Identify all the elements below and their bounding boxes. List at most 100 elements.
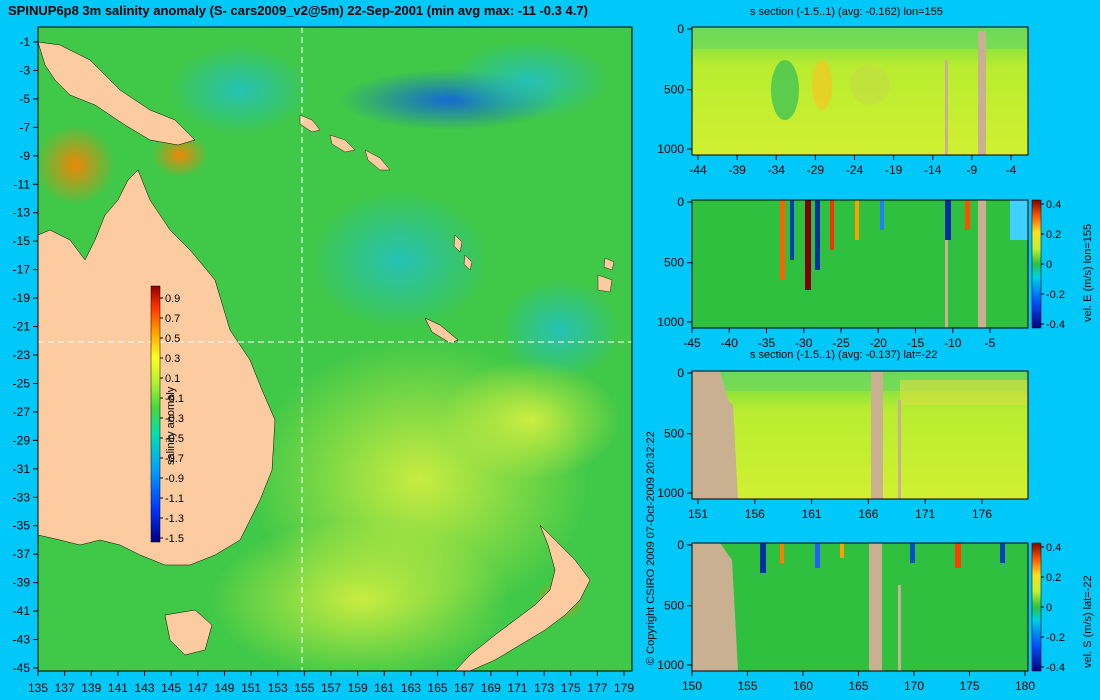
panel-y-tick-label: 0 xyxy=(677,366,684,380)
panel-colorbar-tick-label: 0.4 xyxy=(1046,199,1061,211)
panel-x-tick-label: -24 xyxy=(846,163,864,177)
panel-x-tick-label: 150 xyxy=(682,679,702,693)
colorbar-tick-label: 0.9 xyxy=(165,293,180,305)
panel-y-tick-label: 1000 xyxy=(657,486,684,500)
panel-y-tick-label: 0 xyxy=(677,22,684,36)
colorbar-tick-label: -0.3 xyxy=(165,413,184,425)
lon-tick-label: 169 xyxy=(481,681,501,695)
lat-tick-label: -25 xyxy=(13,376,31,390)
panel-3-title: s section (-1.5..1) (avg: -0.137) lat=-2… xyxy=(750,349,938,361)
panel-colorbar-tick-label: -0.4 xyxy=(1046,662,1065,674)
panel-vel-south-lat xyxy=(691,542,1029,672)
panel-y-tick-label: 0 xyxy=(677,195,684,209)
panel-salinity-lat xyxy=(691,370,1029,500)
colorbar-tick-label: -0.7 xyxy=(165,453,184,465)
panel-x-tick-label: 166 xyxy=(858,507,878,521)
panel-colorbar-tick-label: 0 xyxy=(1046,602,1052,614)
land-mask xyxy=(978,31,986,155)
lon-tick-label: 141 xyxy=(108,681,128,695)
lon-tick-label: 175 xyxy=(561,681,581,695)
map-lat-axis: -1 -3 -5 -7 -9 -11 -13 -15 -17 -19 -21 -23 -25 -27 -29… xyxy=(13,35,38,675)
panel-colorbar-tick-label: -0.4 xyxy=(1046,319,1065,331)
panel-y-tick-label: 500 xyxy=(664,599,684,613)
lat-tick-label: -5 xyxy=(19,92,30,106)
colorbar-tick-label: -0.9 xyxy=(165,473,184,485)
lon-tick-label: 161 xyxy=(374,681,394,695)
panel-x-tick-label: -30 xyxy=(795,336,813,350)
panel-x-tick-label: 176 xyxy=(972,507,992,521)
panel-x-tick-label: -14 xyxy=(924,163,942,177)
panel-x-tick-label: -34 xyxy=(768,163,786,177)
panel-x-tick-label: -29 xyxy=(807,163,825,177)
panel-y-tick-label: 500 xyxy=(664,83,684,97)
lon-tick-label: 179 xyxy=(614,681,634,695)
colorbar-tick-label: 0.7 xyxy=(165,313,180,325)
panel-x-tick-label: 165 xyxy=(848,679,868,693)
panel-x-tick-label: 180 xyxy=(1015,679,1035,693)
lat-tick-label: -7 xyxy=(19,120,30,134)
panel-x-tick-label: -20 xyxy=(870,336,888,350)
lat-tick-label: -27 xyxy=(13,405,31,419)
lon-tick-label: 137 xyxy=(55,681,75,695)
lon-tick-label: 177 xyxy=(587,681,607,695)
panel-colorbar-tick-label: 0.2 xyxy=(1046,572,1061,584)
map-colorbar-ticks: 0.9 0.7 0.5 0.3 0.1 -0.1 -0.3 -0.5 -0.7 -0.9 -1.1 -… xyxy=(160,293,184,545)
solomon-island xyxy=(329,134,356,153)
lon-tick-label: 151 xyxy=(241,681,261,695)
lon-tick-label: 149 xyxy=(214,681,234,695)
panel-x-tick-label: -4 xyxy=(1006,163,1017,177)
panel-colorbar-tick-label: 0 xyxy=(1046,259,1052,271)
panel-x-tick-label: -10 xyxy=(944,336,962,350)
lon-tick-label: 135 xyxy=(28,681,48,695)
lon-tick-label: 171 xyxy=(507,681,527,695)
panel-x-tick-label: 161 xyxy=(802,507,822,521)
lat-tick-label: -31 xyxy=(13,462,31,476)
panel-x-tick-label: -15 xyxy=(907,336,925,350)
solomon-island xyxy=(364,149,391,171)
colorbar-tick-label: -1.1 xyxy=(165,493,184,505)
lat-tick-label: -15 xyxy=(13,234,31,248)
panel-x-tick-label: 175 xyxy=(959,679,979,693)
copyright-text: © Copyright CSIRO 2009 07-Oct-2009 20:32… xyxy=(645,431,657,665)
vanuatu-island xyxy=(463,254,473,271)
lon-tick-label: 159 xyxy=(348,681,368,695)
lon-tick-label: 165 xyxy=(428,681,448,695)
lat-tick-label: -11 xyxy=(14,177,31,191)
colorbar-tick-label: 0.1 xyxy=(165,373,180,385)
lat-tick-label: -21 xyxy=(13,320,31,334)
panel-x-tick-label: 155 xyxy=(737,679,757,693)
colorbar-tick-label: -1.5 xyxy=(165,533,184,545)
panel-x-tick-label: 171 xyxy=(915,507,935,521)
lat-tick-label: -3 xyxy=(19,63,30,77)
lon-tick-label: 145 xyxy=(161,681,181,695)
panel-y-tick-label: 500 xyxy=(664,427,684,441)
lat-tick-label: -41 xyxy=(13,604,31,618)
lat-tick-label: -9 xyxy=(19,149,30,163)
lat-tick-label: -29 xyxy=(13,433,31,447)
panel-x-tick-label: -39 xyxy=(728,163,746,177)
panel-x-tick-label: 151 xyxy=(688,507,708,521)
panel-x-tick-label: -40 xyxy=(721,336,739,350)
map-title: SPINUP6p8 3m salinity anomaly (S- cars20… xyxy=(8,3,588,18)
vel-south-colorbar xyxy=(1031,542,1042,672)
panel-y-tick-label: 500 xyxy=(664,256,684,270)
colorbar-tick-label: 0.5 xyxy=(165,333,180,345)
panel-vel-east-lon xyxy=(691,199,1029,329)
panel-2-colorbar-label: vel. E (m/s) lon=155 xyxy=(1082,223,1094,322)
lat-tick-label: -37 xyxy=(13,547,31,561)
map-lon-axis: 135 137 139 141 143 145 147 149 151 153 155 157 159 1… xyxy=(28,671,634,695)
map-colorbar xyxy=(150,285,161,543)
panel-x-tick-label: -45 xyxy=(683,336,701,350)
tasmania-land xyxy=(164,609,213,656)
salinity-map xyxy=(35,26,633,680)
panel-salinity-lon xyxy=(691,26,1029,156)
panel-x-tick-label: -19 xyxy=(885,163,903,177)
panel-x-tick-label: -9 xyxy=(967,163,978,177)
panel-y-tick-label: 1000 xyxy=(657,315,684,329)
papua-new-guinea-land xyxy=(37,41,196,146)
lat-tick-label: -35 xyxy=(13,519,31,533)
lon-tick-label: 167 xyxy=(454,681,474,695)
panel-y-tick-label: 1000 xyxy=(657,142,684,156)
lat-tick-label: -23 xyxy=(13,348,31,362)
